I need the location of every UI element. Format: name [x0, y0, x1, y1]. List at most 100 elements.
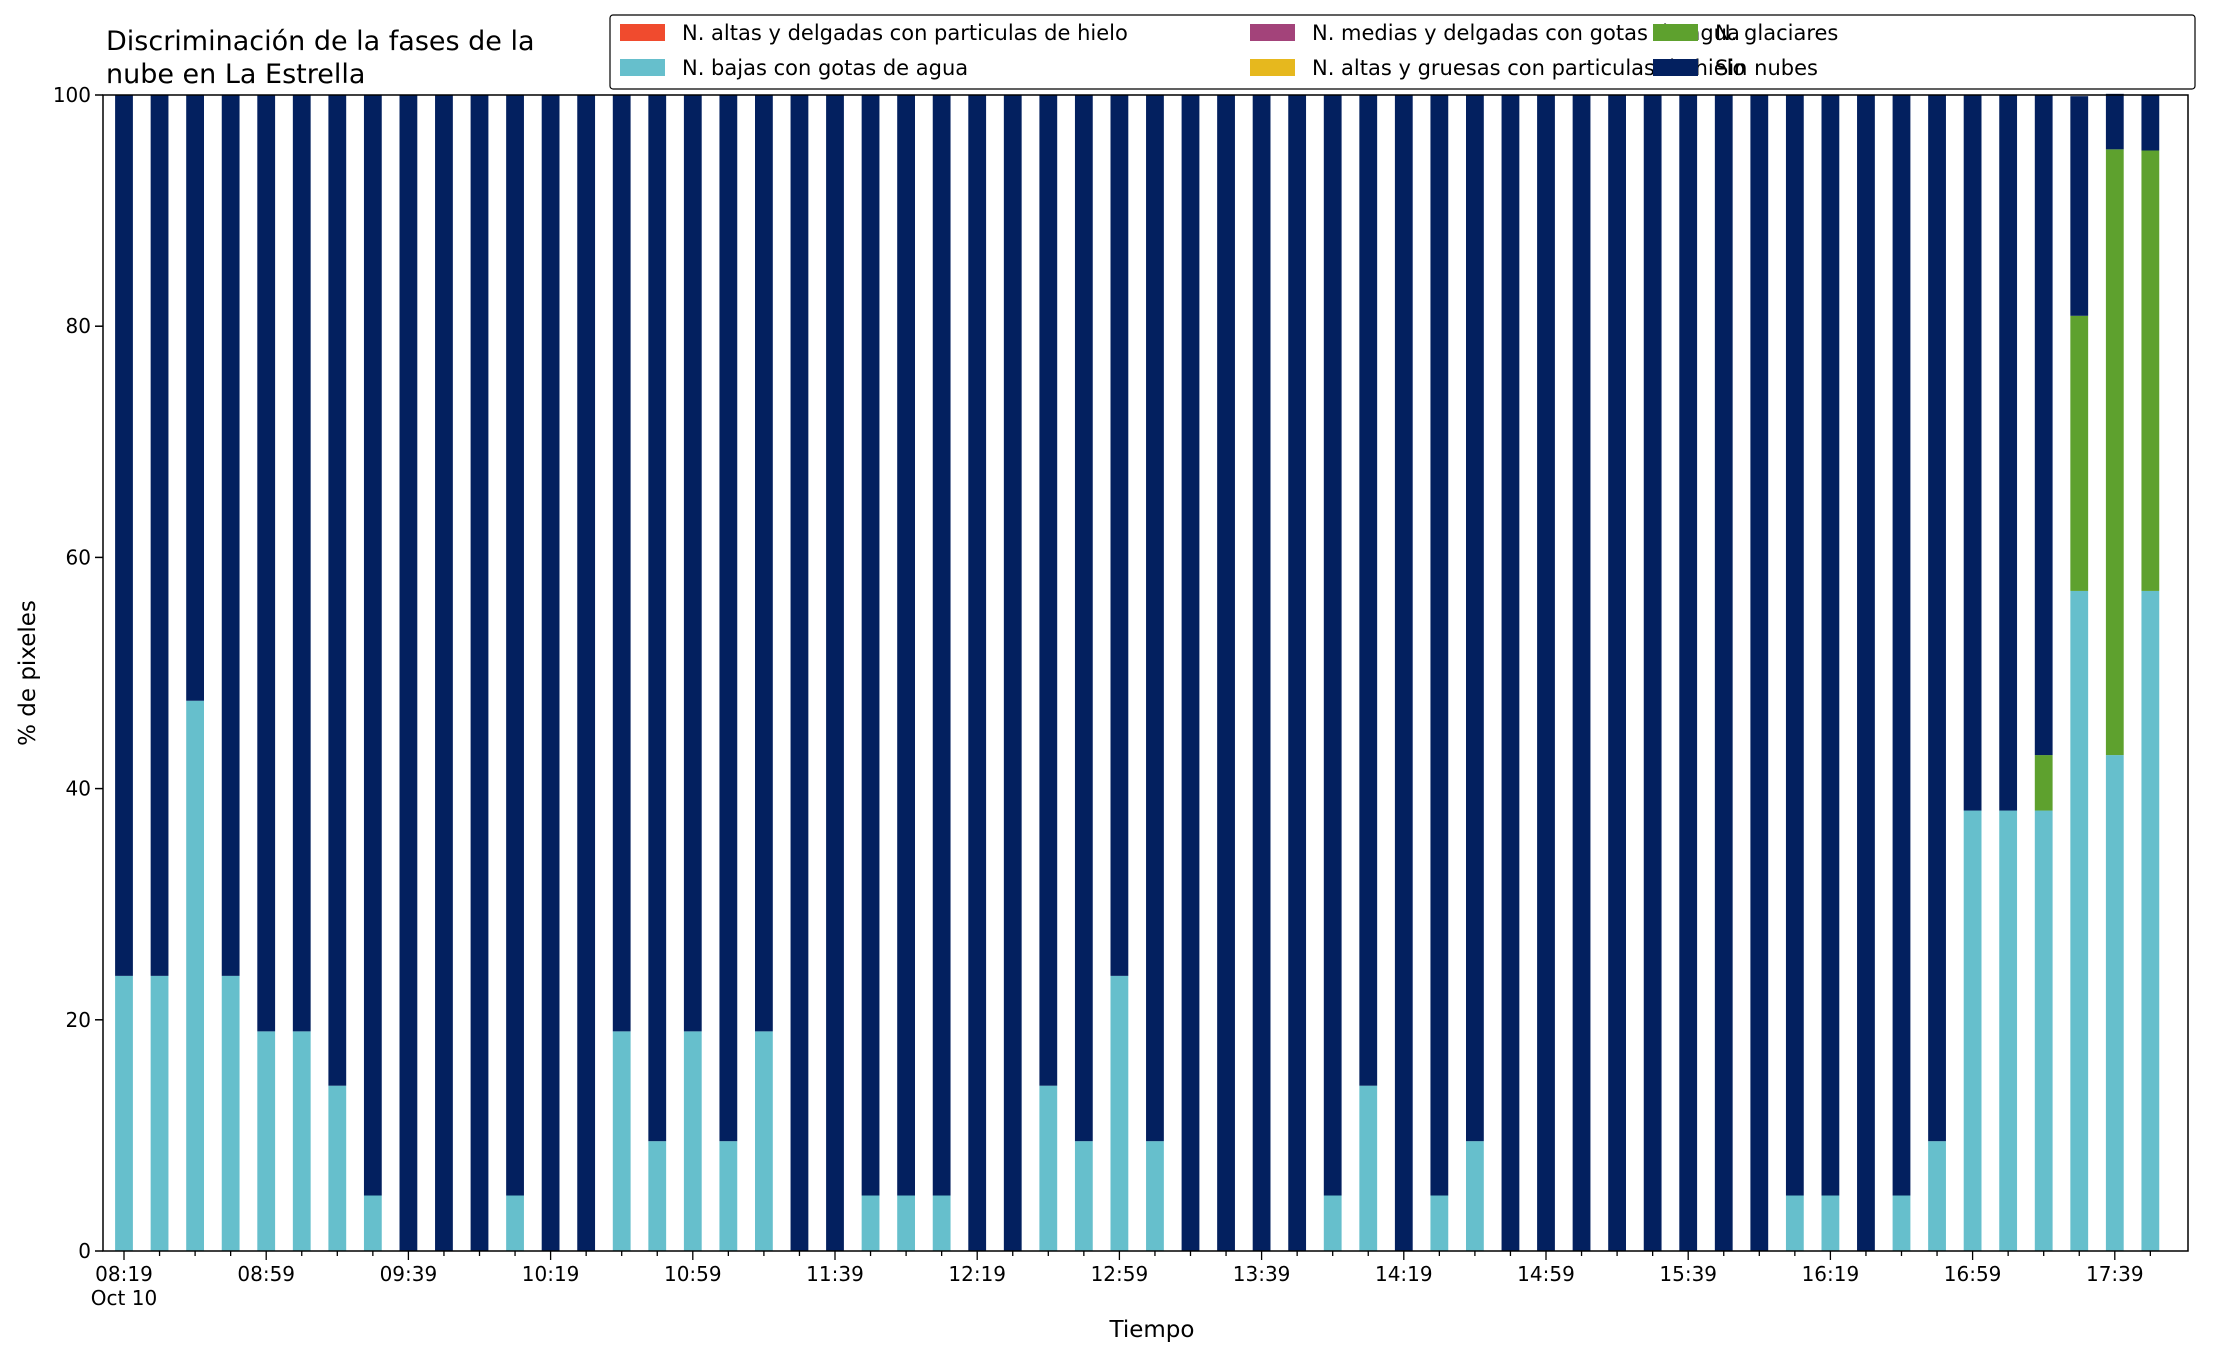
chart-title: Discriminación de la fases de la nube en… — [106, 26, 535, 90]
x-tick-label-1: 08:59 — [237, 1262, 295, 1286]
bar-segment-38-series-5 — [1466, 95, 1484, 1142]
bar-segment-26-series-2 — [1039, 1085, 1058, 1251]
bar-segment-24-series-5 — [968, 95, 987, 1251]
bar-segment-53-series-5 — [1999, 95, 2018, 811]
bar-segment-0-series-5 — [115, 95, 133, 976]
x-tick-label-0: 08:19 — [95, 1262, 153, 1286]
y-axis: 0 20 40 60 80 100 — [53, 83, 103, 1263]
bar-segment-34-series-5 — [1323, 95, 1342, 1196]
bar-segment-21-series-5 — [861, 95, 880, 1196]
bar-segment-14-series-2 — [612, 1031, 631, 1251]
bar-segment-10-series-5 — [470, 95, 489, 1251]
bar-segment-26-series-5 — [1039, 95, 1058, 1086]
bar-segment-55-series-3 — [2070, 315, 2089, 591]
legend-label-0: N. altas y delgadas con particulas de hi… — [682, 21, 1128, 45]
bar-segment-51-series-5 — [1928, 95, 1946, 1142]
bar-segment-36-series-5 — [1394, 95, 1413, 1251]
bar-segment-13-series-5 — [577, 95, 596, 1251]
bar-segment-28-series-5 — [1110, 95, 1129, 976]
bar-segment-22-series-2 — [897, 1195, 915, 1251]
bar-segment-15-series-5 — [648, 95, 667, 1142]
bar-segment-0-series-2 — [115, 975, 133, 1251]
x-axis: 08:19 08:59 09:39 10:19 10:59 11:39 12:19 12:59… — [91, 1251, 2152, 1310]
bar-segment-18-series-2 — [755, 1031, 773, 1251]
bar-segment-47-series-2 — [1785, 1195, 1804, 1251]
bar-segment-14-series-5 — [612, 95, 631, 1032]
bar-segment-17-series-5 — [719, 95, 738, 1142]
bar-segment-6-series-2 — [328, 1085, 347, 1251]
bar-segment-4-series-2 — [257, 1031, 276, 1251]
bar-segment-54-series-3 — [2034, 755, 2053, 811]
x-tick-label-13: 16:59 — [1944, 1262, 2002, 1286]
bar-segment-52-series-2 — [1963, 810, 1982, 1251]
bar-segment-55-series-5 — [2070, 96, 2089, 316]
bar-segment-16-series-2 — [683, 1031, 702, 1251]
bar-segment-22-series-5 — [897, 95, 915, 1196]
legend-swatch-1 — [1250, 59, 1295, 76]
x-tick-label-12: 16:19 — [1802, 1262, 1860, 1286]
bar-segment-56-series-2 — [2105, 755, 2124, 1251]
bar-segment-15-series-2 — [648, 1141, 667, 1251]
bar-segment-56-series-3 — [2105, 149, 2124, 756]
bar-segment-12-series-5 — [541, 95, 560, 1251]
bar-segment-38-series-2 — [1466, 1141, 1484, 1251]
bar-segment-9-series-5 — [435, 95, 453, 1251]
bar-segment-43-series-5 — [1643, 95, 1662, 1251]
bar-segment-21-series-2 — [861, 1195, 880, 1251]
bar-segment-56-series-5 — [2105, 93, 2124, 150]
x-tick-label-8: 13:39 — [1233, 1262, 1291, 1286]
bar-segment-35-series-5 — [1359, 95, 1378, 1086]
bar-segment-6-series-5 — [328, 95, 347, 1086]
y-tick-label-5: 100 — [53, 83, 91, 107]
bar-segment-47-series-5 — [1785, 95, 1804, 1196]
legend-swatch-2 — [620, 59, 665, 76]
bar-segment-29-series-5 — [1146, 95, 1164, 1142]
bar-segment-34-series-2 — [1323, 1195, 1342, 1251]
legend: N. altas y delgadas con particulas de hi… — [609, 14, 2196, 90]
x-tick-label-2: 09:39 — [380, 1262, 438, 1286]
bar-segment-33-series-5 — [1288, 95, 1307, 1251]
bar-segment-7-series-2 — [363, 1195, 382, 1251]
bar-segment-16-series-5 — [683, 95, 702, 1032]
legend-label-3: N. glaciares — [1715, 21, 1838, 45]
bar-segment-20-series-5 — [826, 95, 844, 1251]
bar-segment-54-series-2 — [2034, 810, 2053, 1251]
x-tick-label-6: 12:19 — [948, 1262, 1006, 1286]
x-axis-label: Tiempo — [1109, 1317, 1195, 1343]
bar-segment-57-series-2 — [2141, 590, 2160, 1251]
bar-segment-49-series-5 — [1857, 95, 1875, 1251]
bar-segment-37-series-2 — [1430, 1195, 1449, 1251]
y-tick-label-0: 0 — [78, 1239, 91, 1263]
bar-segment-25-series-5 — [1003, 95, 1022, 1251]
bar-segment-55-series-2 — [2070, 590, 2089, 1251]
bar-segment-2-series-5 — [186, 95, 204, 701]
bar-segment-45-series-5 — [1714, 95, 1733, 1251]
bar-segment-7-series-5 — [363, 95, 382, 1196]
bar-segment-5-series-5 — [292, 95, 311, 1032]
bar-segment-31-series-5 — [1217, 95, 1235, 1251]
chart-title-line-2: nube en La Estrella — [106, 59, 365, 90]
y-tick-label-3: 60 — [66, 545, 91, 569]
bar-segment-37-series-5 — [1430, 95, 1449, 1196]
bar-segment-1-series-5 — [150, 95, 169, 976]
bar-segment-42-series-5 — [1608, 95, 1626, 1251]
legend-label-5: Sin nubes — [1715, 56, 1818, 80]
bar-segment-18-series-5 — [755, 95, 773, 1032]
bar-segment-41-series-5 — [1572, 95, 1591, 1251]
bar-segment-50-series-2 — [1892, 1195, 1911, 1251]
bar-segment-27-series-2 — [1074, 1141, 1093, 1251]
x-tick-label-11: 15:39 — [1659, 1262, 1717, 1286]
x-date-label: Oct 10 — [91, 1286, 157, 1310]
bar-segment-44-series-5 — [1679, 95, 1698, 1251]
bar-segment-48-series-2 — [1821, 1195, 1840, 1251]
bar-segment-11-series-2 — [506, 1195, 524, 1251]
bar-segment-39-series-5 — [1501, 95, 1520, 1251]
bar-segment-17-series-2 — [719, 1141, 738, 1251]
bar-segment-5-series-2 — [292, 1031, 311, 1251]
bar-segment-52-series-5 — [1963, 95, 1982, 811]
bar-segment-27-series-5 — [1074, 95, 1093, 1142]
bar-segment-30-series-5 — [1181, 95, 1200, 1251]
bar-segment-1-series-2 — [150, 975, 169, 1251]
bar-segment-46-series-5 — [1750, 95, 1769, 1251]
